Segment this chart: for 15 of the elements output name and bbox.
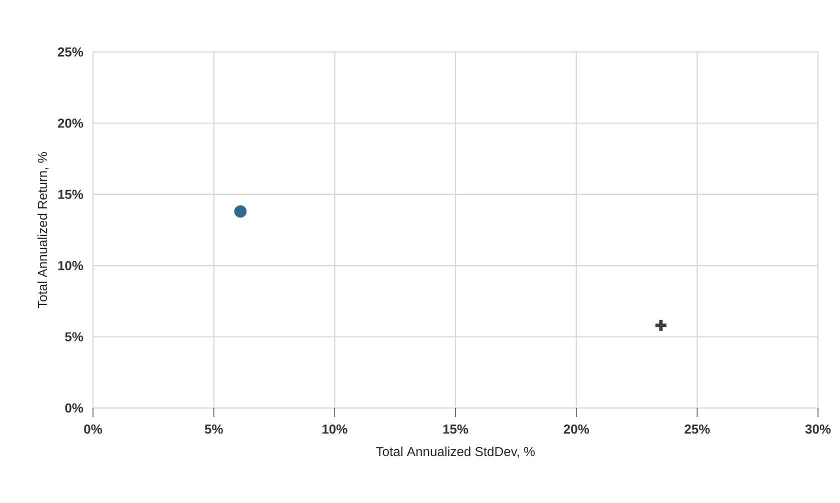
y-axis-title: Total Annualized Return, % (37, 152, 49, 308)
x-tick-label: 30% (805, 424, 831, 434)
y-tick-label: 25% (58, 47, 84, 57)
x-tick-label: 20% (564, 424, 589, 434)
y-tick-label: 20% (58, 118, 84, 128)
x-tick-label: 10% (322, 424, 348, 434)
x-tick-label: 15% (443, 424, 468, 434)
y-tick-label: 5% (65, 332, 84, 342)
x-tick-label: 0% (84, 424, 102, 434)
x-tick-label: 25% (684, 424, 710, 434)
y-tick-label: 0% (65, 403, 84, 413)
x-tick-label: 5% (204, 424, 223, 434)
x-axis-title: Total Annualized StdDev, % (376, 446, 535, 458)
y-tick-label: 15% (58, 190, 84, 199)
y-tick-label: 10% (58, 260, 84, 270)
